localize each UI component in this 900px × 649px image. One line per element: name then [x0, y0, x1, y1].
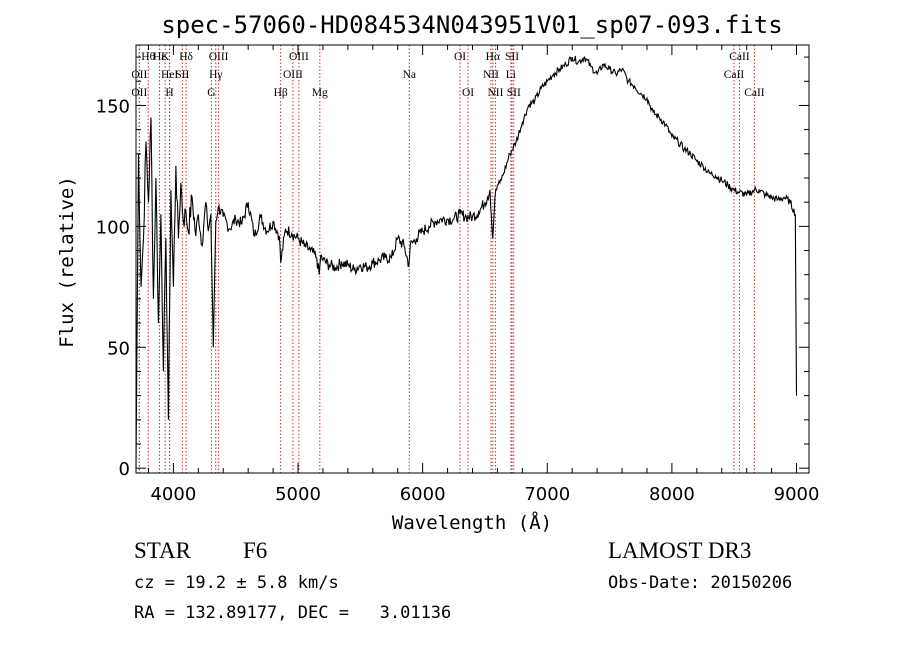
line-label: OI: [454, 51, 466, 63]
line-label: OI: [462, 87, 474, 99]
object-subclass: F6: [243, 538, 268, 563]
line-label: Hδ: [179, 51, 193, 63]
spectral-line-markers: [138, 45, 755, 473]
line-label: Li: [506, 69, 516, 81]
plot-frame: [135, 44, 810, 474]
x-tick-label: 8000: [649, 484, 695, 505]
y-tick-label: 0: [119, 459, 130, 480]
survey-name: LAMOST DR3: [608, 538, 752, 563]
line-label: OIII: [283, 69, 303, 81]
x-tick-label: 5000: [275, 484, 321, 505]
spectral-line-labels: Hθ OII OII HεK HeI H Hδ SII OIII Hγ G OIII OIII Hβ Mg N…: [131, 51, 764, 99]
line-label: Hε: [153, 51, 166, 63]
line-label: H: [165, 87, 173, 99]
object-class: STAR: [134, 538, 191, 563]
line-label: OII: [131, 69, 147, 81]
line-label: OIII: [209, 51, 229, 63]
line-label: CaII: [724, 69, 745, 81]
x-axis: 4000 5000 6000 7000 8000 9000: [147, 45, 820, 505]
line-label: Hα: [486, 51, 500, 63]
line-label: SII: [505, 51, 519, 63]
line-label: Mg: [312, 87, 328, 99]
x-tick-label: 9000: [774, 484, 820, 505]
line-label: CaII: [744, 87, 765, 99]
line-label: OIII: [289, 51, 309, 63]
line-label: Na: [403, 69, 416, 81]
line-label: K: [161, 51, 170, 63]
line-label: HeI: [161, 69, 178, 81]
line-label: SII: [507, 87, 521, 99]
line-label: Hθ: [141, 51, 155, 63]
x-axis-label: Wavelength (Å): [392, 511, 552, 534]
x-tick-label: 4000: [150, 484, 196, 505]
line-label: NII: [487, 87, 503, 99]
spectrum-chart: spec-57060-HD084534N043951V01_sp07-093.f…: [56, 11, 820, 534]
redshift-value: cz = 19.2 ± 5.8 km/s: [134, 573, 339, 593]
line-label: Hβ: [274, 87, 288, 99]
y-axis-label: Flux (relative): [56, 176, 78, 348]
x-tick-label: 7000: [524, 484, 570, 505]
line-label: Hγ: [209, 69, 222, 81]
observation-date: Obs-Date: 20150206: [608, 573, 793, 593]
line-label: CaII: [729, 51, 750, 63]
line-label: SII: [175, 69, 189, 81]
line-label: OII: [131, 87, 147, 99]
line-label: NII: [483, 69, 499, 81]
x-tick-label: 6000: [400, 484, 446, 505]
spectrum-line: [135, 55, 798, 469]
y-tick-label: 150: [96, 96, 130, 117]
coordinates: RA = 132.89177, DEC = 3.01136: [134, 603, 452, 623]
line-label: G: [207, 87, 215, 99]
chart-title: spec-57060-HD084534N043951V01_sp07-093.f…: [161, 11, 782, 39]
y-axis: 0 50 100 150: [96, 56, 809, 480]
y-tick-label: 100: [96, 217, 130, 238]
y-tick-label: 50: [107, 338, 130, 359]
